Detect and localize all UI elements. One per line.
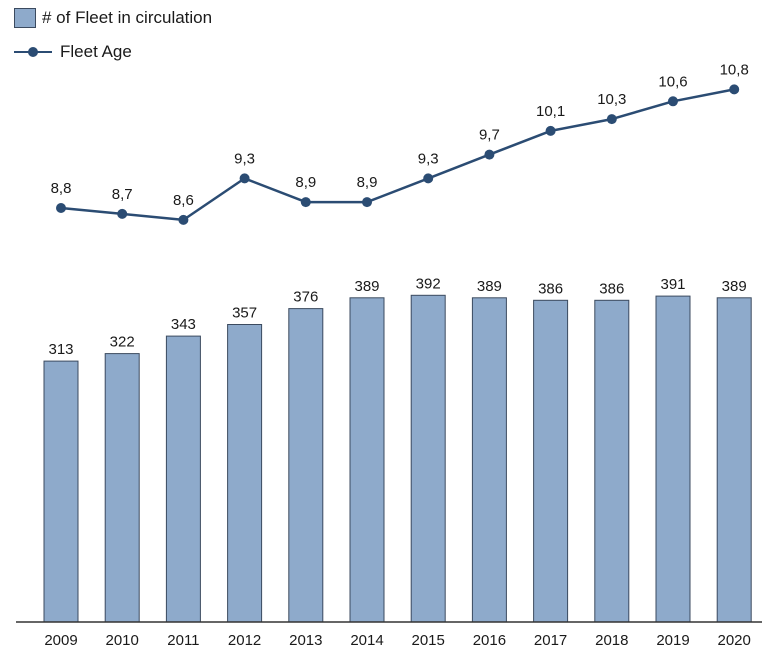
bar-label-2020: 389 [722, 278, 747, 295]
line-point-2012 [239, 173, 250, 184]
legend-swatch-line [14, 42, 52, 62]
bar-2010 [104, 353, 140, 623]
x-tick-2011: 2011 [167, 632, 199, 649]
fleet-age-line [60, 88, 735, 222]
legend-item-fleet-count: # of Fleet in circulation [14, 4, 212, 31]
line-label-2016: 9,7 [479, 127, 500, 144]
bar-2011 [165, 335, 201, 623]
x-tick-2014: 2014 [350, 632, 383, 649]
line-label-2013: 8,9 [295, 174, 316, 191]
x-tick-2010: 2010 [106, 632, 139, 649]
x-tick-2018: 2018 [595, 632, 628, 649]
bar-value-labels: 313 322 343 357 376 389 392 389 386 386 391 389 [48, 275, 746, 358]
bar-label-2016: 389 [477, 278, 502, 295]
line-value-labels: 8,8 8,7 8,6 9,3 8,9 8,9 9,3 9,7 10,1 10,3 10,6 10,8 [51, 61, 749, 209]
legend-label-fleet-count: # of Fleet in circulation [42, 7, 213, 27]
line-point-2013 [300, 197, 311, 208]
line-point-2014 [362, 197, 372, 208]
x-axis-tick-labels: 2009 2010 2011 2012 2013 2014 2015 2016 2017 2018… [44, 632, 751, 649]
line-point-2015 [423, 173, 434, 184]
legend: # of Fleet in circulation Fleet Age [14, 4, 212, 72]
bar-label-2009: 313 [48, 341, 73, 358]
line-point-2009 [56, 203, 66, 213]
bar-label-2011: 343 [171, 316, 196, 333]
line-point-2020 [729, 84, 740, 95]
x-tick-2016: 2016 [473, 632, 506, 649]
x-tick-2019: 2019 [656, 632, 689, 649]
x-tick-2013: 2013 [289, 632, 322, 649]
x-tick-2015: 2015 [412, 632, 445, 649]
x-tick-2009: 2009 [44, 632, 77, 649]
line-label-2011: 8,6 [173, 192, 194, 209]
line-point-2019 [668, 96, 678, 107]
bar-label-2019: 391 [660, 276, 685, 293]
line-label-2018: 10,3 [597, 91, 626, 108]
bar-label-2018: 386 [599, 280, 624, 297]
legend-label-fleet-age: Fleet Age [60, 41, 132, 61]
bar-label-2012: 357 [232, 305, 257, 322]
line-label-2015: 9,3 [418, 150, 439, 167]
bar-2020 [716, 297, 752, 623]
bar-2014 [349, 297, 385, 623]
line-label-2012: 9,3 [234, 150, 255, 167]
bar-label-2015: 392 [416, 275, 441, 292]
bar-2019 [655, 295, 691, 623]
line-point-2010 [117, 208, 128, 219]
bar-2013 [288, 308, 324, 623]
line-series [56, 84, 740, 225]
x-tick-2020: 2020 [718, 632, 751, 649]
line-point-2011 [178, 214, 189, 225]
line-label-2009: 8,8 [51, 180, 72, 197]
bar-label-2010: 322 [110, 334, 135, 351]
bar-2018 [594, 299, 630, 623]
bar-2016 [471, 297, 507, 623]
bar-2012 [227, 324, 263, 623]
legend-swatch-bar [14, 7, 36, 28]
line-label-2010: 8,7 [112, 186, 133, 203]
bar-2015 [410, 294, 446, 623]
bar-2009 [43, 360, 79, 623]
bar-series [43, 294, 752, 623]
line-point-2017 [545, 125, 556, 136]
line-label-2014: 8,9 [357, 174, 378, 191]
line-point-2016 [484, 149, 495, 160]
bar-label-2014: 389 [354, 278, 379, 295]
bar-label-2013: 376 [293, 289, 318, 306]
line-label-2019: 10,6 [658, 73, 687, 90]
bar-label-2017: 386 [538, 280, 563, 297]
x-tick-2012: 2012 [228, 632, 261, 649]
legend-item-fleet-age: Fleet Age [14, 38, 212, 65]
bar-2017 [533, 299, 569, 623]
line-label-2017: 10,1 [536, 103, 565, 120]
x-tick-2017: 2017 [534, 632, 567, 649]
line-label-2020: 10,8 [720, 61, 749, 78]
line-point-2018 [606, 114, 617, 125]
